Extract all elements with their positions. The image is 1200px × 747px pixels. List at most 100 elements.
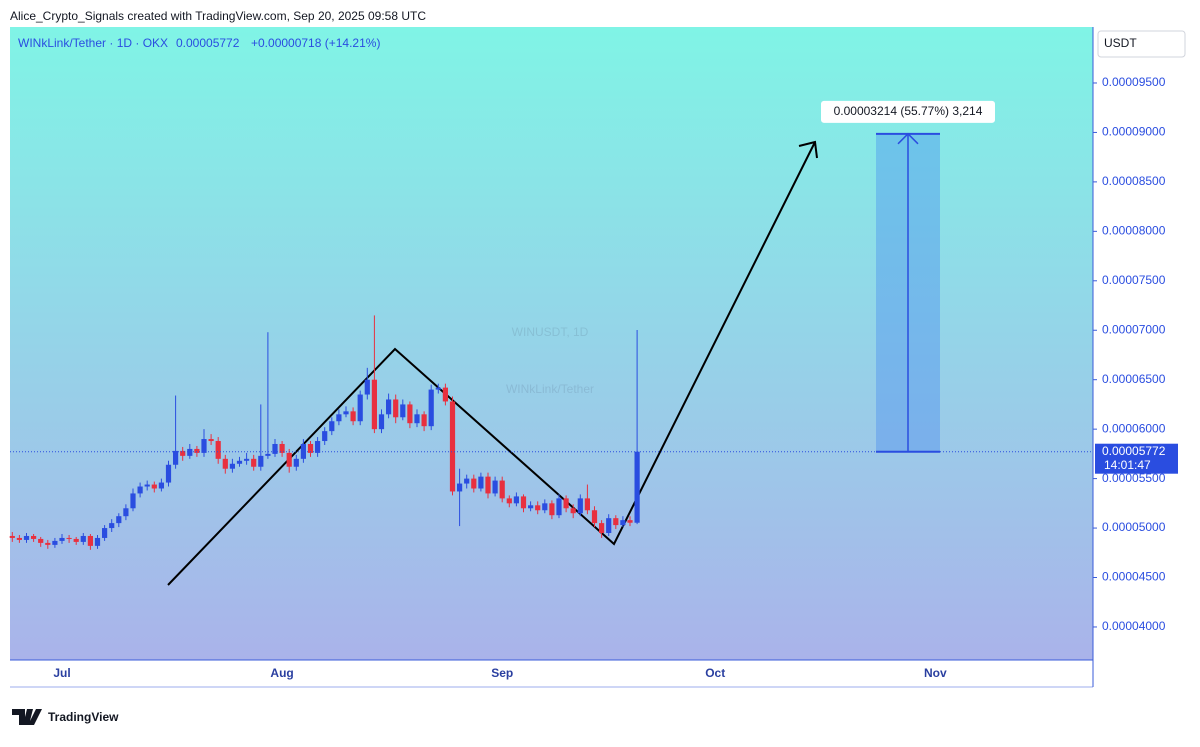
candle-body [627,520,633,523]
legend: WINkLink/Tether · 1D · OKX 0.00005772 +0… [18,36,380,50]
candle-body [393,399,399,418]
candle-body [102,528,108,538]
candle-body [350,411,356,422]
candle-body [80,535,86,542]
candle-body [577,498,583,514]
candle-body [52,540,58,545]
candle-body [343,411,349,415]
watermark-subtitle: WINkLink/Tether [506,382,594,396]
candle-body [158,482,164,489]
candle-body [258,455,264,467]
candle-body [378,414,385,430]
y-tick-label: 0.00008500 [1102,174,1166,188]
candle-body [492,480,498,494]
candle-body [528,505,534,509]
y-tick-label: 0.00008000 [1102,224,1166,238]
candle-body [464,478,470,484]
candle-body [300,443,306,459]
candle-body [229,463,235,469]
candle-body [471,478,477,489]
change: +0.00000718 (+14.21%) [251,36,380,50]
y-tick-label: 0.00005500 [1102,471,1166,485]
plot-area [10,27,1093,660]
candle-body [435,387,441,390]
candle-body [407,404,413,424]
y-tick-label: 0.00009500 [1102,75,1166,89]
watermark: WINUSDT, 1D [512,325,589,339]
candle-body [236,460,243,464]
candle-body [87,535,93,546]
candle-body [428,389,434,427]
candle-body [570,508,576,514]
last-price-box [1095,443,1178,474]
candle-body [520,496,527,509]
candle-body [634,451,640,523]
x-tick-label: Aug [270,666,293,680]
candle-body [400,404,406,418]
x-tick-label: Nov [924,666,947,680]
candle-body [38,538,44,543]
candle-body [94,537,101,546]
y-tick-label: 0.00006500 [1102,372,1166,386]
candle-body [336,414,342,422]
footer-logo: TradingView [12,709,119,725]
candle-body [151,484,157,489]
currency-box[interactable] [1097,30,1186,58]
measure-label-box [821,100,995,123]
candle-body [130,493,136,509]
candle-body [421,414,427,427]
candle-body [449,401,456,492]
candle-body [251,458,257,467]
y-tick-label: 0.00005000 [1102,520,1166,534]
candle-body [31,535,37,539]
candle-body [620,520,626,526]
candle-body [563,498,569,509]
x-tick-label: Oct [705,666,725,680]
x-tick-label: Jul [53,666,70,680]
drawn-pattern [167,141,816,586]
measure-arrow-head [897,132,919,145]
candle-body [322,431,328,442]
candle-body [265,453,271,456]
y-tick-label: 0.00009000 [1102,125,1166,139]
candle-body [208,439,214,442]
candle-body [137,486,143,494]
last-price-label: 0.00005772 [1102,444,1166,458]
candle-body [215,441,221,459]
candle-body [293,458,299,467]
logo-mark [12,709,42,725]
candle-body [9,535,15,538]
y-tick-label: 0.00006000 [1102,421,1166,435]
candle-body [307,443,314,453]
candle-body [165,464,172,483]
candle-body [606,518,612,534]
candle-body [73,538,79,542]
measure-label: 0.00003214 (55.77%) 3,214 [834,104,983,118]
candle-body [364,379,370,395]
candle-body [457,483,463,492]
candle-body [485,476,491,494]
currency: USDT [1104,36,1137,50]
arrow-head [798,140,818,159]
candle-body [16,537,22,540]
candle-body [222,458,228,469]
candle-body [201,439,207,453]
y-tick-label: 0.00007000 [1102,322,1166,336]
candle-body [499,480,505,499]
header: Alice_Crypto_Signals created with Tradin… [10,9,426,23]
y-tick-label: 0.00004000 [1102,619,1166,633]
candle-body [286,452,292,467]
candle-body [613,518,619,526]
candle-body [599,523,605,534]
y-tick-label: 0.00004500 [1102,570,1166,584]
candle-body [109,523,115,529]
symbol: WINkLink/Tether · 1D · OKX [18,36,168,50]
candle-body [386,399,392,415]
candle-body [542,503,548,511]
candle-body [329,421,335,432]
candle-body [180,450,186,456]
candle-body [66,537,72,539]
candle-body [513,496,519,504]
y-tick-label: 0.00007500 [1102,273,1166,287]
